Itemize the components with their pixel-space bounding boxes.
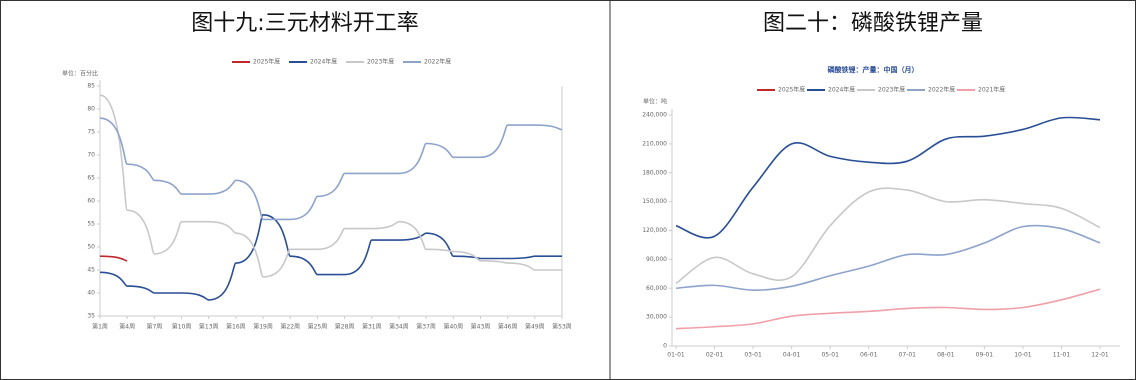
- x-tick-label: 第34周: [389, 323, 409, 331]
- legend-label: 2023年度: [367, 58, 394, 66]
- series-line: [99, 117, 563, 221]
- x-tick-label: 第40周: [443, 323, 463, 331]
- x-tick-label: 09-01: [976, 352, 994, 359]
- x-tick-label: 12-01: [1091, 352, 1109, 359]
- x-tick-label: 第13周: [199, 323, 219, 331]
- y-tick-label: 180,000: [642, 169, 667, 176]
- x-tick-label: 第31周: [362, 323, 382, 331]
- series-line: [99, 213, 562, 301]
- x-tick-label: 第37周: [416, 323, 436, 331]
- series-line: [675, 116, 1101, 239]
- x-tick-label: 08-01: [937, 352, 955, 359]
- legend-label: 2024年度: [310, 58, 337, 66]
- chart-title: 图十九:三元材料开工率: [191, 11, 418, 36]
- x-tick-label: 07-01: [899, 352, 917, 359]
- series-line: [99, 255, 128, 262]
- y-tick-label: 60: [87, 198, 95, 205]
- y-tick-label: 70: [87, 152, 95, 159]
- x-tick-label: 第28周: [335, 323, 355, 331]
- legend-label: 2022年度: [424, 58, 451, 66]
- x-tick-label: 03-01: [744, 352, 762, 359]
- y-tick-label: 45: [87, 267, 95, 274]
- y-tick-label: 150,000: [642, 198, 667, 205]
- chart-subtitle: 磷酸铁锂：产量：中国（月）: [828, 65, 919, 74]
- series-line: [675, 288, 1101, 330]
- x-tick-label: 第43周: [471, 323, 491, 331]
- x-tick-label: 05-01: [821, 352, 839, 359]
- legend-label: 2022年度: [928, 86, 955, 94]
- y-tick-label: 90,000: [646, 256, 667, 263]
- y-tick-label: 0: [663, 343, 667, 350]
- y-tick-label: 50: [87, 244, 95, 251]
- x-tick-label: 第10周: [172, 323, 192, 331]
- legend-label: 2021年度: [978, 86, 1005, 94]
- y-tick-label: 55: [87, 221, 95, 228]
- y-tick-label: 40: [87, 290, 95, 297]
- legend-label: 2025年度: [778, 86, 805, 94]
- x-tick-label: 06-01: [860, 352, 878, 359]
- y-tick-label: 80: [87, 106, 95, 113]
- x-tick-label: 第22周: [280, 323, 300, 331]
- series-line: [99, 94, 562, 278]
- x-tick-label: 第53周: [552, 323, 572, 331]
- y-tick-label: 240,000: [642, 112, 667, 119]
- legend-label: 2023年度: [878, 86, 905, 94]
- series-line: [675, 187, 1101, 285]
- legend-label: 2024年度: [828, 86, 855, 94]
- x-tick-label: 02-01: [706, 352, 724, 359]
- x-tick-label: 第19周: [253, 323, 273, 331]
- x-tick-label: 第16周: [226, 323, 246, 331]
- y-tick-label: 210,000: [642, 140, 667, 147]
- x-tick-label: 01-01: [667, 352, 685, 359]
- y-axis-label: 单位：百分比: [62, 70, 98, 78]
- y-tick-label: 35: [87, 313, 95, 320]
- x-tick-label: 11-01: [1053, 352, 1071, 359]
- y-tick-label: 60,000: [646, 285, 667, 292]
- x-tick-label: 第46周: [498, 323, 518, 331]
- x-tick-label: 第49周: [525, 323, 545, 331]
- x-tick-label: 10-01: [1014, 352, 1032, 359]
- y-tick-label: 75: [87, 129, 95, 136]
- legend-label: 2025年度: [253, 58, 280, 66]
- x-tick-label: 04-01: [783, 352, 801, 359]
- y-tick-label: 30,000: [646, 314, 667, 321]
- x-tick-label: 第25周: [308, 323, 328, 331]
- y-tick-label: 85: [87, 83, 95, 90]
- chart-title: 图二十：磷酸铁锂产量: [763, 11, 983, 36]
- y-axis-label: 单位：吨: [643, 98, 667, 106]
- y-tick-label: 65: [87, 175, 95, 182]
- x-tick-label: 第7周: [146, 323, 162, 331]
- x-tick-label: 第4周: [119, 323, 135, 331]
- x-tick-label: 第1周: [92, 323, 108, 331]
- y-tick-label: 120,000: [642, 227, 667, 234]
- series-line: [675, 224, 1101, 291]
